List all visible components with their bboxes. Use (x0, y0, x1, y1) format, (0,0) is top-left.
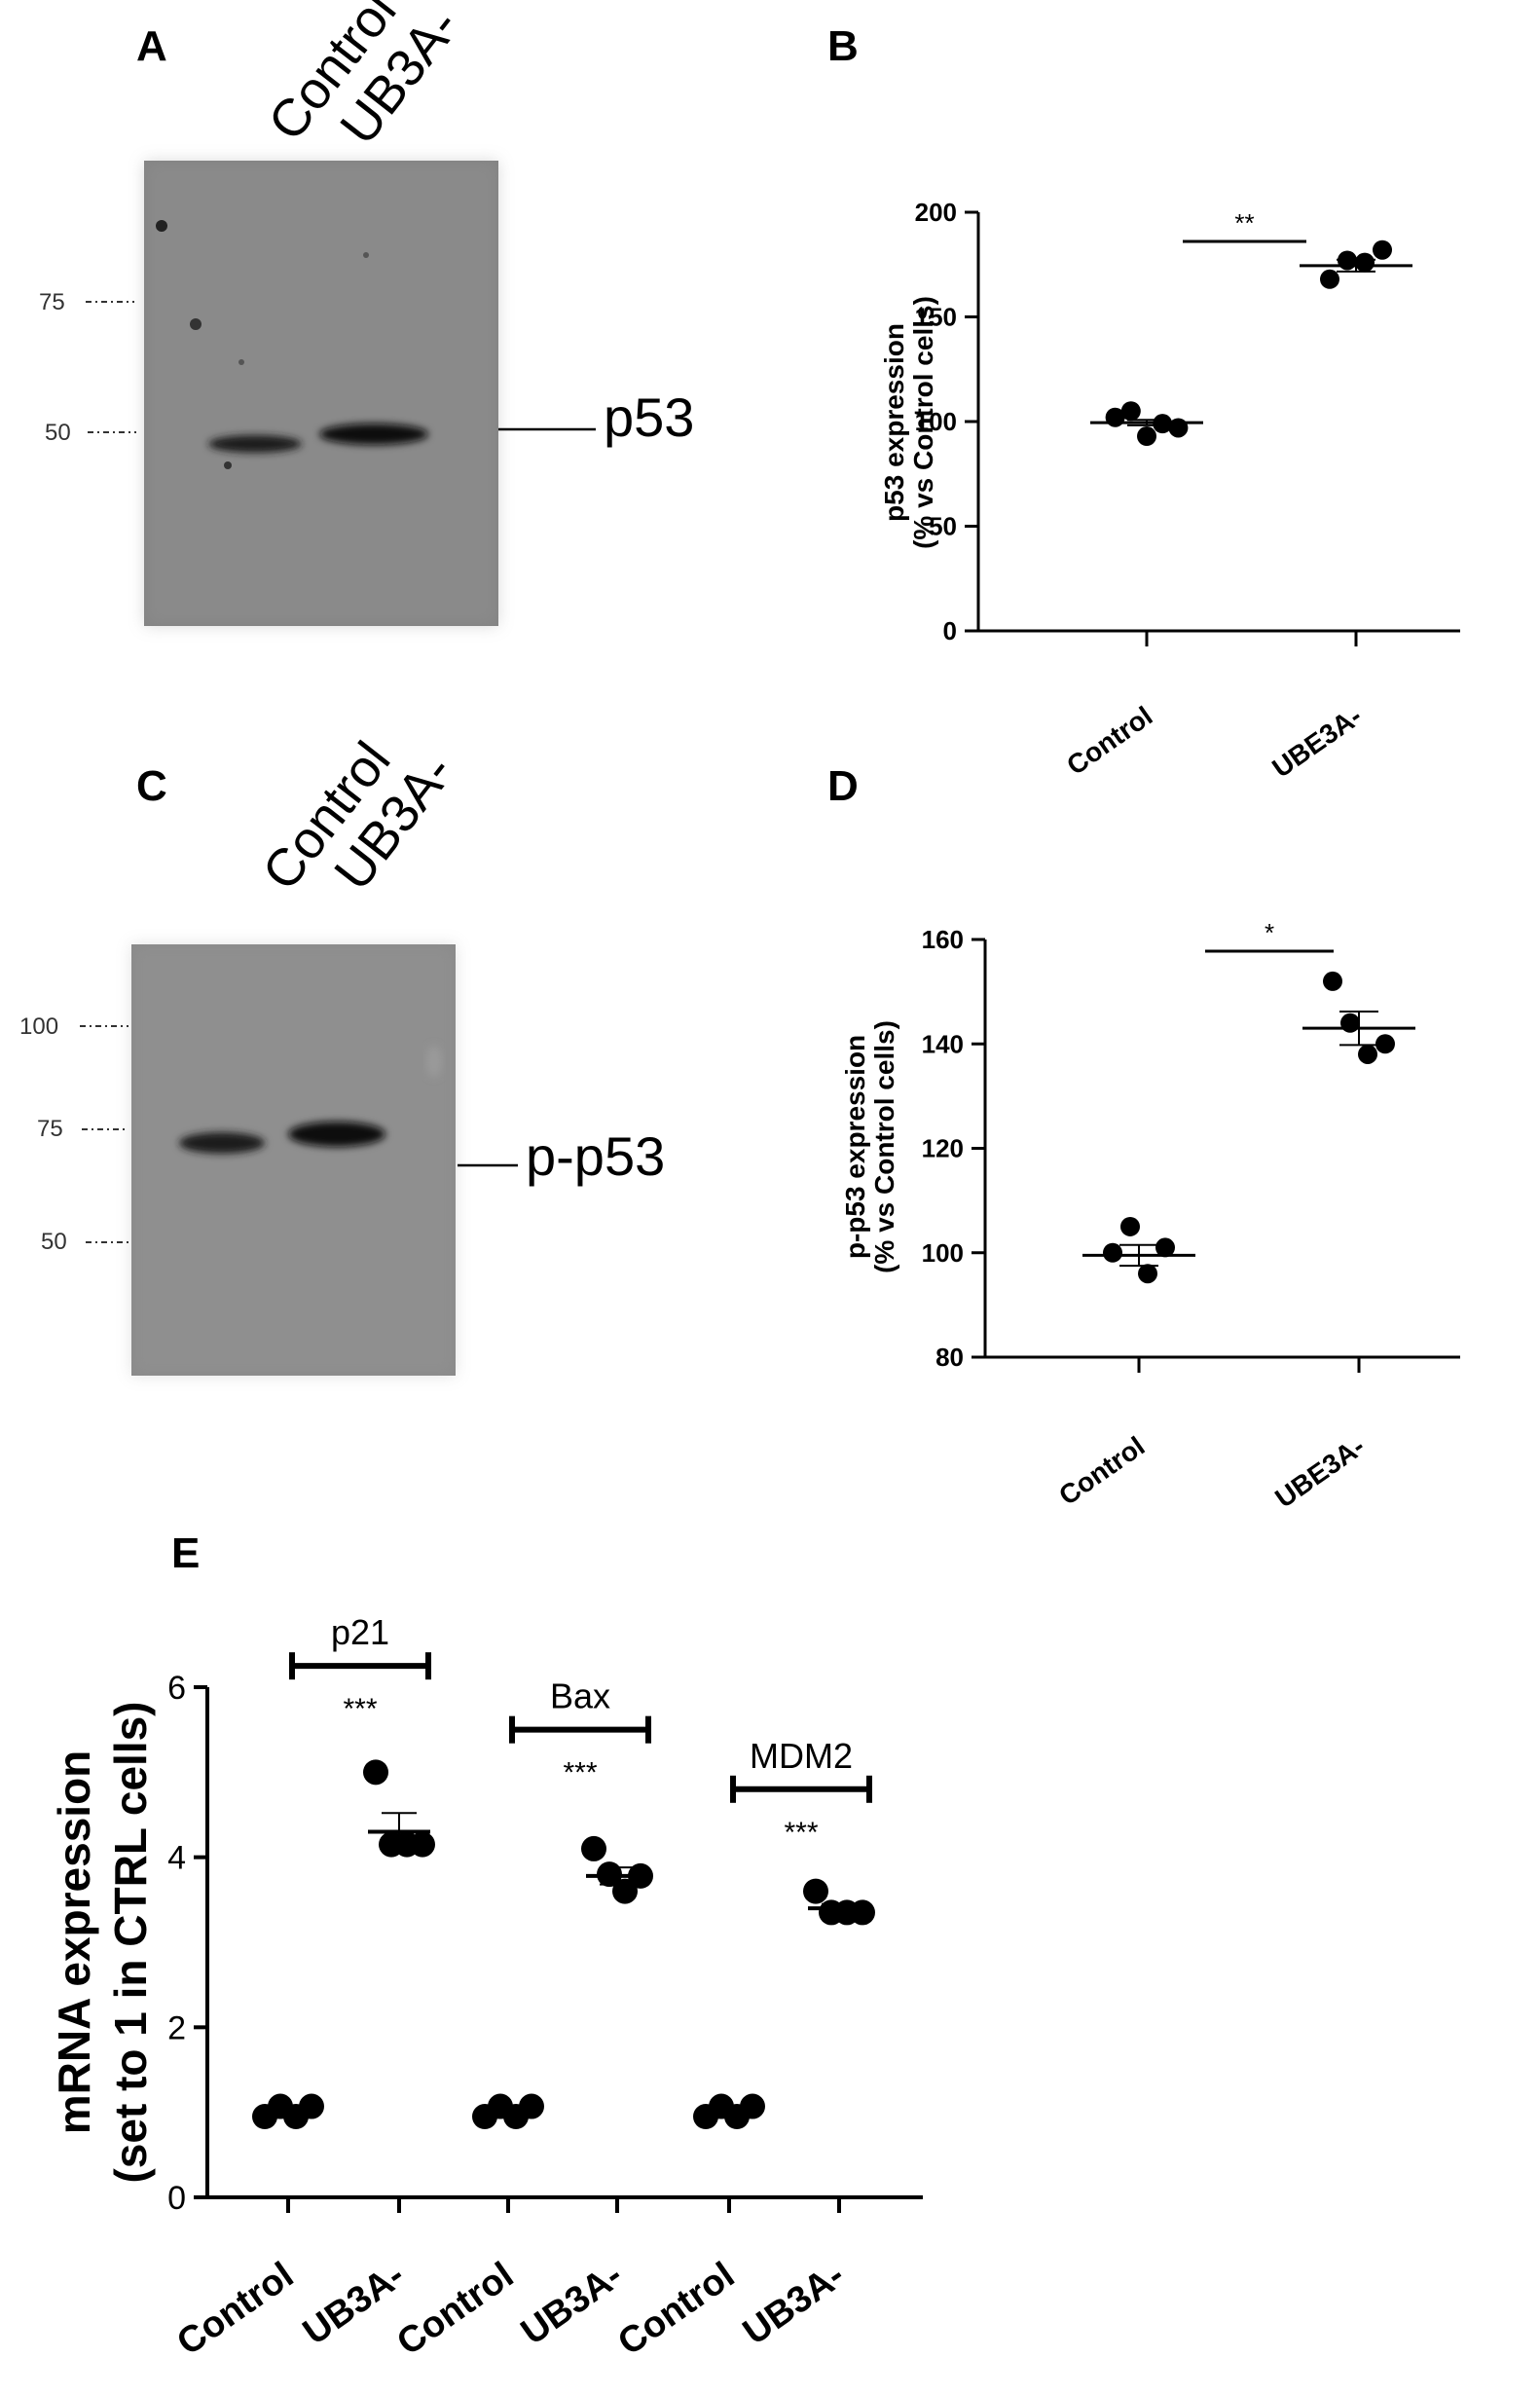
y-axis-label-line1: mRNA expression (49, 1750, 99, 2135)
data-point (1358, 1044, 1377, 1064)
y-tick-label: 80 (935, 1343, 964, 1372)
data-point (1103, 1242, 1122, 1263)
blot-image-a (144, 161, 498, 626)
data-point (1323, 971, 1342, 991)
chart-b-p53: 0 50 100 150 200 p53 expression (% vs Control … (879, 198, 1460, 784)
blot-band-ub3a-a (319, 424, 428, 445)
data-point (1120, 401, 1141, 422)
x-category-label: UBE3A- (1266, 701, 1367, 784)
data-point (1340, 1013, 1360, 1033)
y-tick-label: 0 (167, 2180, 186, 2217)
y-tick-label: 160 (922, 925, 964, 954)
gene-label: Bax (550, 1676, 610, 1716)
blot-band-control-a (208, 435, 302, 453)
y-axis-label-line2: (% vs Control cells) (869, 1020, 899, 1273)
gene-label: p21 (331, 1612, 389, 1652)
data-point (1373, 239, 1392, 260)
x-category-label: Control (169, 2255, 301, 2364)
panel-a: A Control UB3A- 75 50 p53 (39, 0, 694, 626)
y-tick-label: 4 (167, 1840, 186, 1877)
chart-e-mrna: 0 2 4 6 mRNA expression (set to 1 in CTRL cel… (49, 1612, 923, 2364)
mw-marker-50-a: 50 (45, 420, 71, 446)
blot-image-c (131, 944, 456, 1376)
y-axis-label-line2: (% vs Control cells) (908, 296, 938, 549)
data-point (581, 1835, 606, 1861)
y-tick-label: 0 (943, 616, 957, 645)
panel-label-b: B (827, 22, 859, 70)
panel-label-a: A (136, 22, 167, 70)
x-category-label: Control (610, 2255, 742, 2364)
panel-label-d: D (827, 762, 859, 810)
x-category-label: Control (1061, 701, 1157, 781)
x-category-label: UB3A- (736, 2255, 852, 2353)
significance-label: ** (1234, 208, 1254, 238)
y-tick-label: 140 (922, 1029, 964, 1058)
y-axis-label-line2: (set to 1 in CTRL cells) (105, 1701, 156, 2183)
significance-label: * (1265, 918, 1274, 947)
x-category-label: UB3A- (514, 2255, 630, 2353)
panel-label-e: E (171, 1529, 200, 1577)
panel-c: C Control UB3A- 100 75 50 p-p53 (19, 731, 665, 1376)
y-tick-label: 2 (167, 2009, 186, 2046)
panel-label-c: C (136, 762, 167, 810)
y-tick-label: 100 (915, 407, 957, 436)
y-tick-label: 6 (167, 1670, 186, 1707)
x-category-label: UBE3A- (1269, 1431, 1370, 1514)
chart-d-p-p53: 80 100 120 140 160 p-p53 expression (% vs Cont… (840, 918, 1460, 1514)
x-category-label: Control (389, 2255, 521, 2364)
y-axis-label-line1: p-p53 expression (840, 1035, 870, 1259)
mw-marker-50-c: 50 (41, 1229, 67, 1255)
band-label-p-p53: p-p53 (526, 1125, 665, 1187)
gene-label: MDM2 (750, 1736, 853, 1776)
y-tick-label: 200 (915, 198, 957, 227)
y-tick-label: 150 (915, 303, 957, 332)
y-axis-label-line1: p53 expression (879, 323, 909, 522)
data-point (1320, 269, 1339, 289)
blot-band-control-c (179, 1132, 265, 1154)
data-point (1120, 1216, 1140, 1236)
data-point (1155, 1237, 1175, 1258)
significance-label: *** (563, 1757, 597, 1789)
data-point (410, 1831, 435, 1858)
data-point (850, 1899, 875, 1926)
mw-marker-75-c: 75 (37, 1116, 63, 1142)
data-point (803, 1878, 828, 1904)
mw-marker-100-c: 100 (19, 1013, 58, 1040)
data-point (1355, 252, 1375, 273)
data-point (1168, 418, 1189, 438)
mw-marker-75-a: 75 (39, 289, 65, 315)
data-point (363, 1759, 388, 1786)
data-point (1138, 1264, 1157, 1284)
band-label-p53: p53 (604, 387, 694, 448)
x-category-label: Control (1053, 1431, 1150, 1511)
blot-band-ub3a-c (288, 1122, 385, 1147)
y-tick-label: 100 (922, 1238, 964, 1268)
significance-label: *** (784, 1817, 818, 1849)
y-tick-label: 120 (922, 1134, 964, 1163)
data-point (1375, 1034, 1395, 1054)
data-point (1137, 426, 1156, 447)
significance-label: *** (343, 1693, 377, 1725)
y-tick-label: 50 (929, 512, 957, 541)
